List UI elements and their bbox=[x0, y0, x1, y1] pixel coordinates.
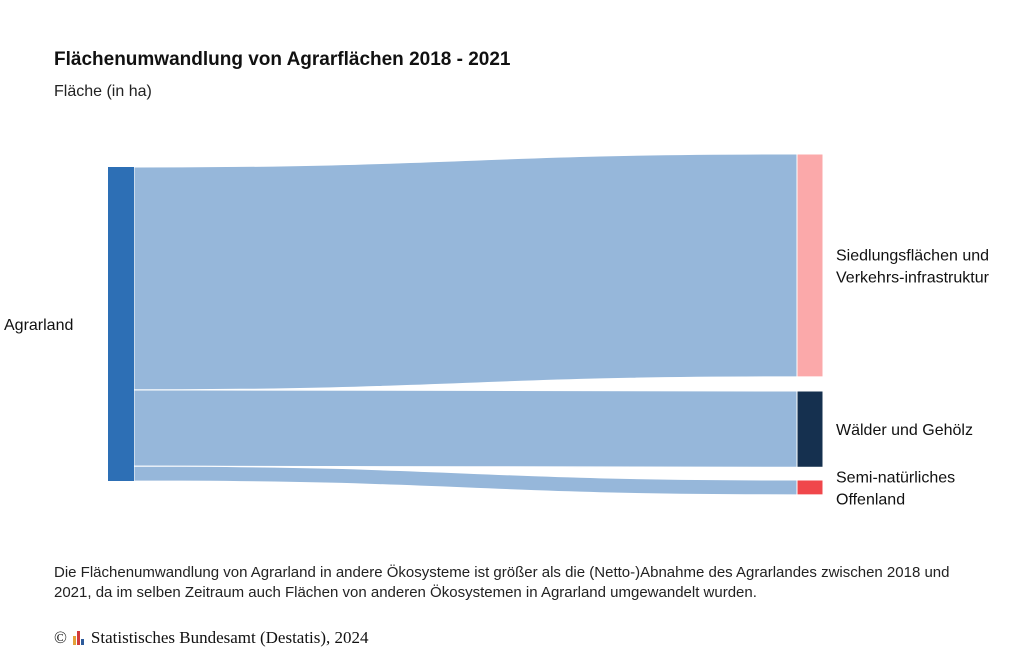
node-agrarland bbox=[108, 167, 134, 481]
chart-note: Die Flächenumwandlung von Agrarland in a… bbox=[54, 564, 950, 601]
node-label-siedlung: Siedlungsflächen und Verkehrs-infrastrukt… bbox=[836, 247, 990, 286]
copyright-symbol: © bbox=[54, 628, 67, 647]
node-label-line: Offenland bbox=[836, 491, 905, 508]
chart-subtitle: Fläche (in ha) bbox=[54, 83, 152, 100]
node-label-agrarland: Agrarland bbox=[4, 317, 73, 334]
sankey-chart: Agrarland Siedlungsflächen und Verkehrs-in… bbox=[4, 153, 990, 508]
source-line: © Statistisches Bundesamt (Destatis), 20… bbox=[54, 628, 369, 648]
logo-bar bbox=[80, 639, 84, 645]
node-label-line: Semi-natürliches bbox=[836, 469, 955, 486]
node-siedlung bbox=[796, 153, 824, 378]
node-label-line: Wälder und Gehölz bbox=[836, 422, 973, 439]
node-label-offen: Semi-natürliches Offenland bbox=[836, 469, 955, 508]
source-text: Statistisches Bundesamt (Destatis), 2024 bbox=[90, 628, 369, 647]
link-agrar-wald bbox=[133, 389, 798, 468]
node-label-wald: Wälder und Gehölz bbox=[836, 422, 973, 439]
chart-title: Flächenumwandlung von Agrarflächen 2018 … bbox=[54, 49, 511, 70]
destatis-logo-icon bbox=[72, 631, 84, 645]
node-wald bbox=[796, 390, 824, 468]
node-label-line: Verkehrs-infrastruktur bbox=[836, 269, 990, 286]
node-label-line: Siedlungsflächen und bbox=[836, 247, 989, 264]
link-agrar-offen bbox=[133, 465, 798, 496]
logo-bar bbox=[76, 631, 80, 645]
logo-bar bbox=[72, 636, 76, 645]
link-agrar-siedlung bbox=[133, 153, 798, 391]
node-offen bbox=[796, 479, 824, 496]
